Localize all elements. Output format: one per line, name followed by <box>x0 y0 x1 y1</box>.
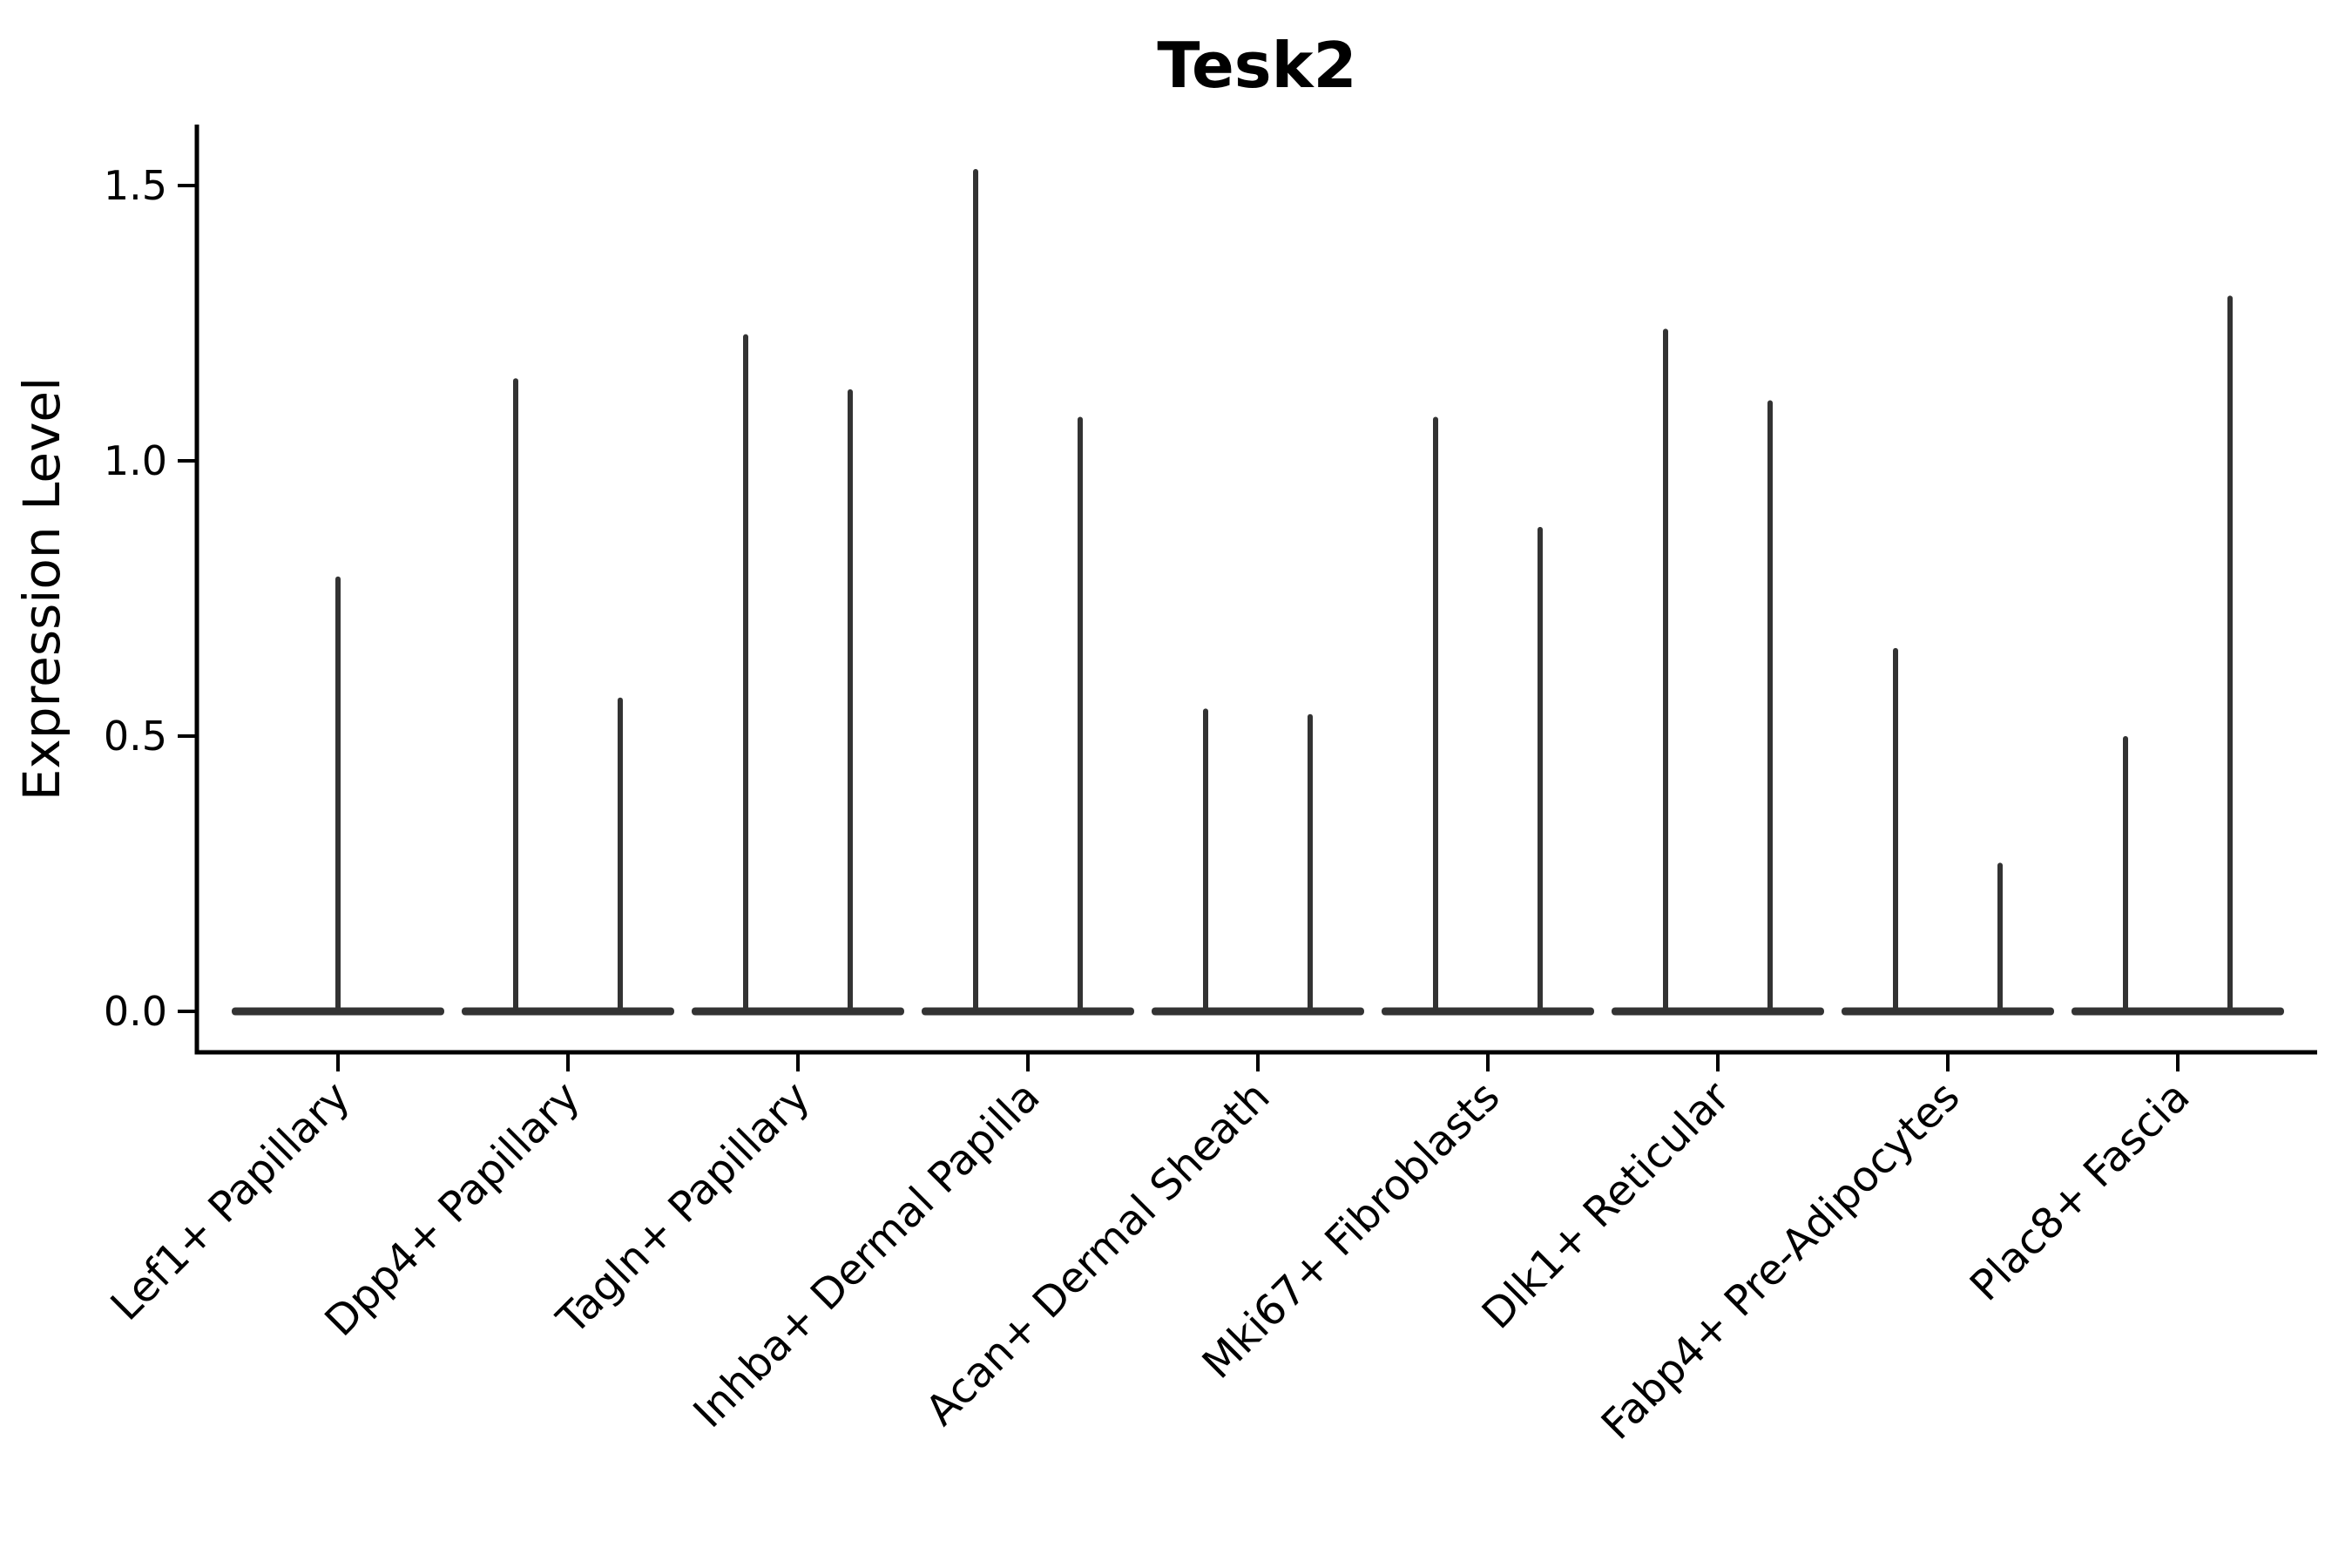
y-axis-label: Expression Level <box>12 377 71 801</box>
violin-spike <box>513 378 518 1011</box>
violin-group <box>1842 647 2054 1016</box>
violin-group <box>922 169 1134 1016</box>
violin-spike <box>1663 328 1668 1011</box>
x-tick-label: Dpp4+ Papillary <box>315 1072 589 1346</box>
violin-spike <box>1538 526 1543 1011</box>
violin-spike <box>1433 416 1438 1011</box>
violin-spike <box>1078 416 1083 1011</box>
violin-spike <box>743 334 748 1011</box>
violin-spike <box>1308 713 1313 1011</box>
violins-layer <box>232 169 2284 1016</box>
violin-group <box>1152 708 1364 1016</box>
violin-group <box>2072 295 2284 1016</box>
violin-spike <box>335 576 341 1011</box>
violin-baseline <box>692 1007 904 1016</box>
violin-group <box>692 334 904 1016</box>
violin-baseline <box>1842 1007 2054 1016</box>
violin-baseline <box>1152 1007 1364 1016</box>
y-tick-label: 0.0 <box>104 988 167 1035</box>
y-tick-label: 1.0 <box>104 437 167 484</box>
violin-spike <box>2123 736 2128 1011</box>
violin-spike <box>1767 400 1773 1012</box>
violin-baseline <box>1612 1007 1824 1016</box>
violin-spike <box>848 389 853 1012</box>
x-tick-label: Tagln+ Papillary <box>547 1072 819 1344</box>
violin-baseline <box>1382 1007 1594 1016</box>
violin-spike <box>1893 647 1898 1011</box>
violin-baseline <box>922 1007 1134 1016</box>
x-tick-label: Plac8+ Fascia <box>1961 1072 2200 1311</box>
y-tick-label: 0.5 <box>104 713 167 760</box>
violin-group <box>1612 328 1824 1016</box>
violin-spike <box>1203 708 1208 1011</box>
violin-group <box>462 378 674 1016</box>
violin-baseline <box>2072 1007 2284 1016</box>
violin-group <box>232 576 444 1016</box>
violin-spike <box>2227 295 2233 1011</box>
violin-spike <box>618 697 623 1011</box>
violin-spike <box>973 169 978 1012</box>
violin-group <box>1382 416 1594 1016</box>
x-tick-label: Lef1+ Papillary <box>102 1072 360 1330</box>
y-tick-label: 1.5 <box>104 162 167 209</box>
x-tick-label: Dlk1+ Reticular <box>1473 1072 1740 1339</box>
chart-title: Tesk2 <box>1157 29 1356 102</box>
violin-spike <box>1997 862 2003 1011</box>
violin-baseline <box>462 1007 674 1016</box>
